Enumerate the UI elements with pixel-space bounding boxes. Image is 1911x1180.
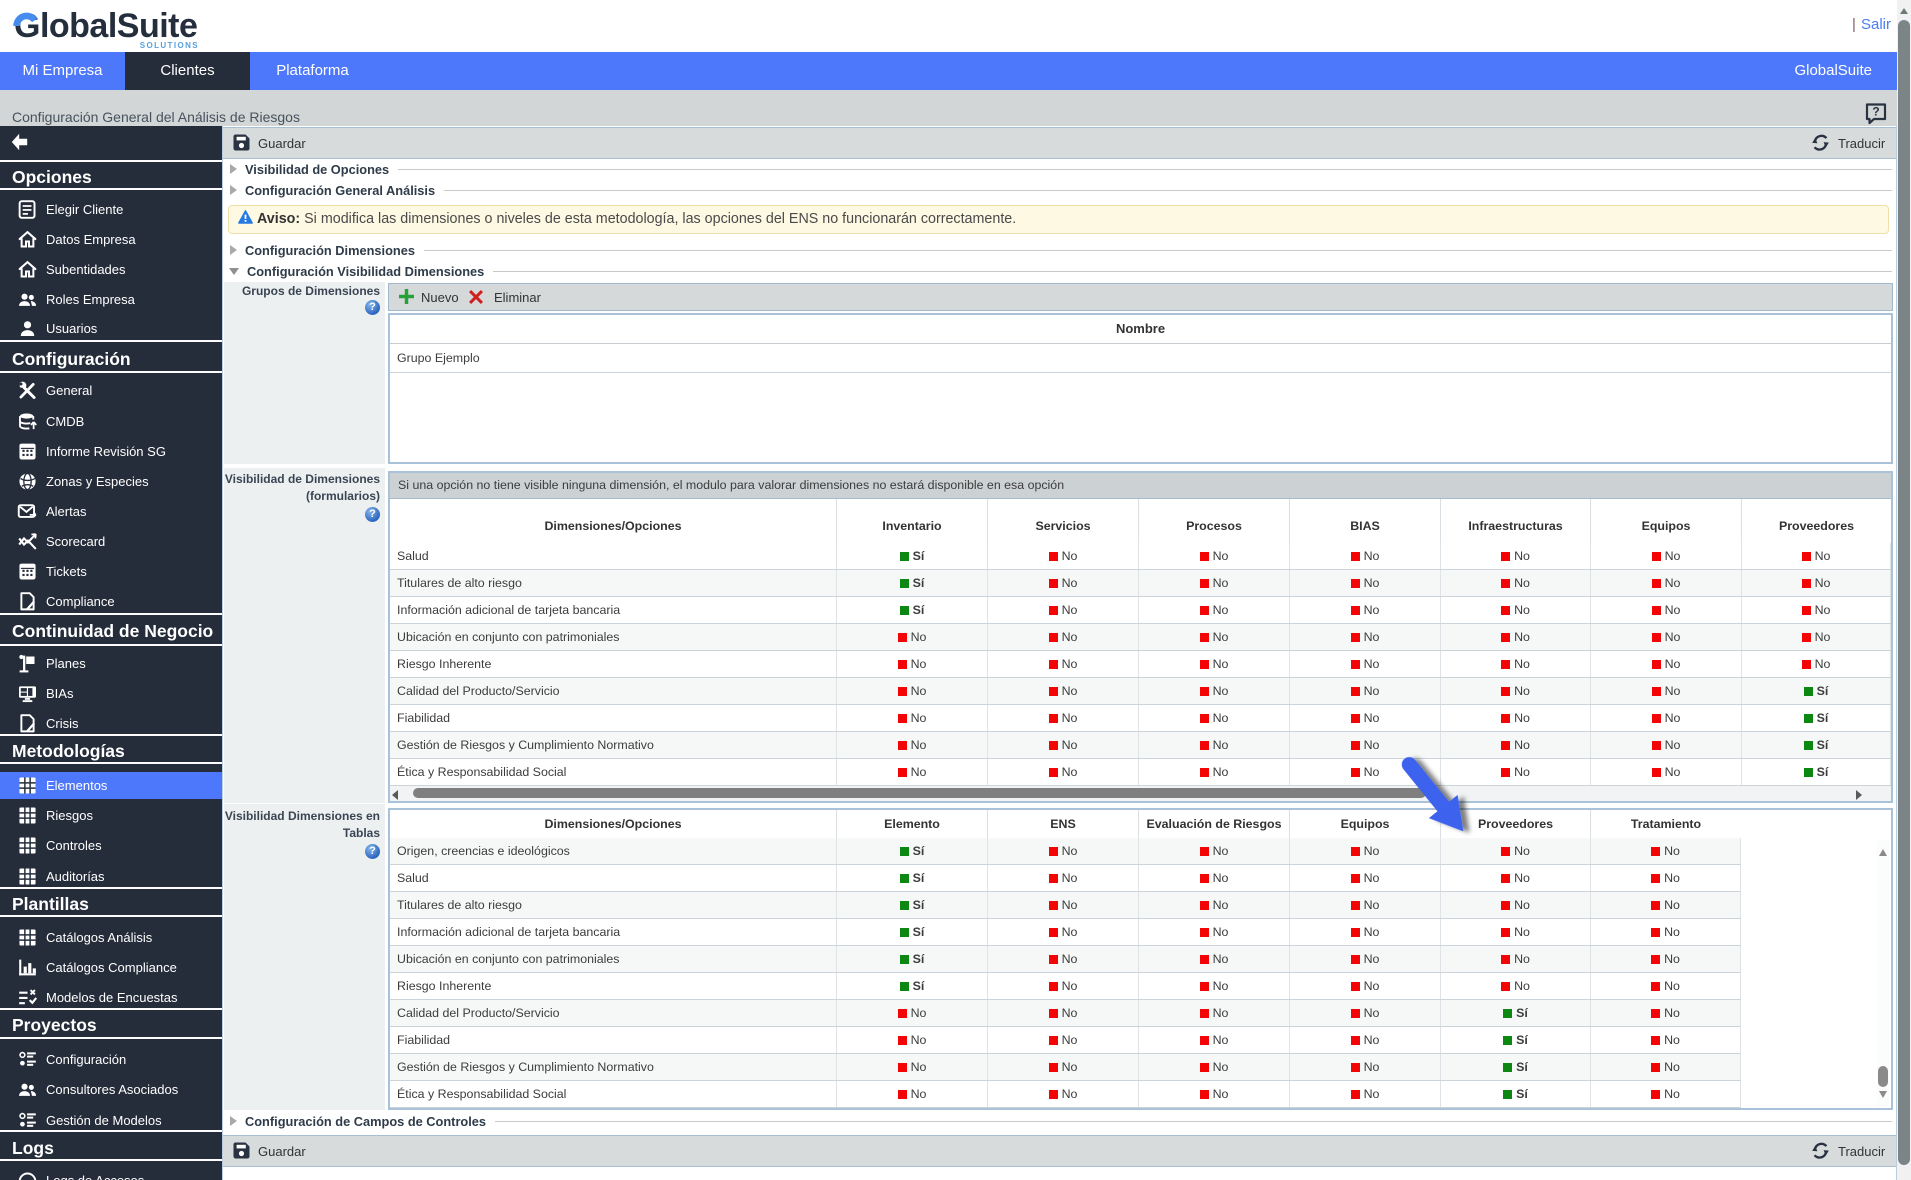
svg-text:?: ?	[1872, 105, 1879, 119]
